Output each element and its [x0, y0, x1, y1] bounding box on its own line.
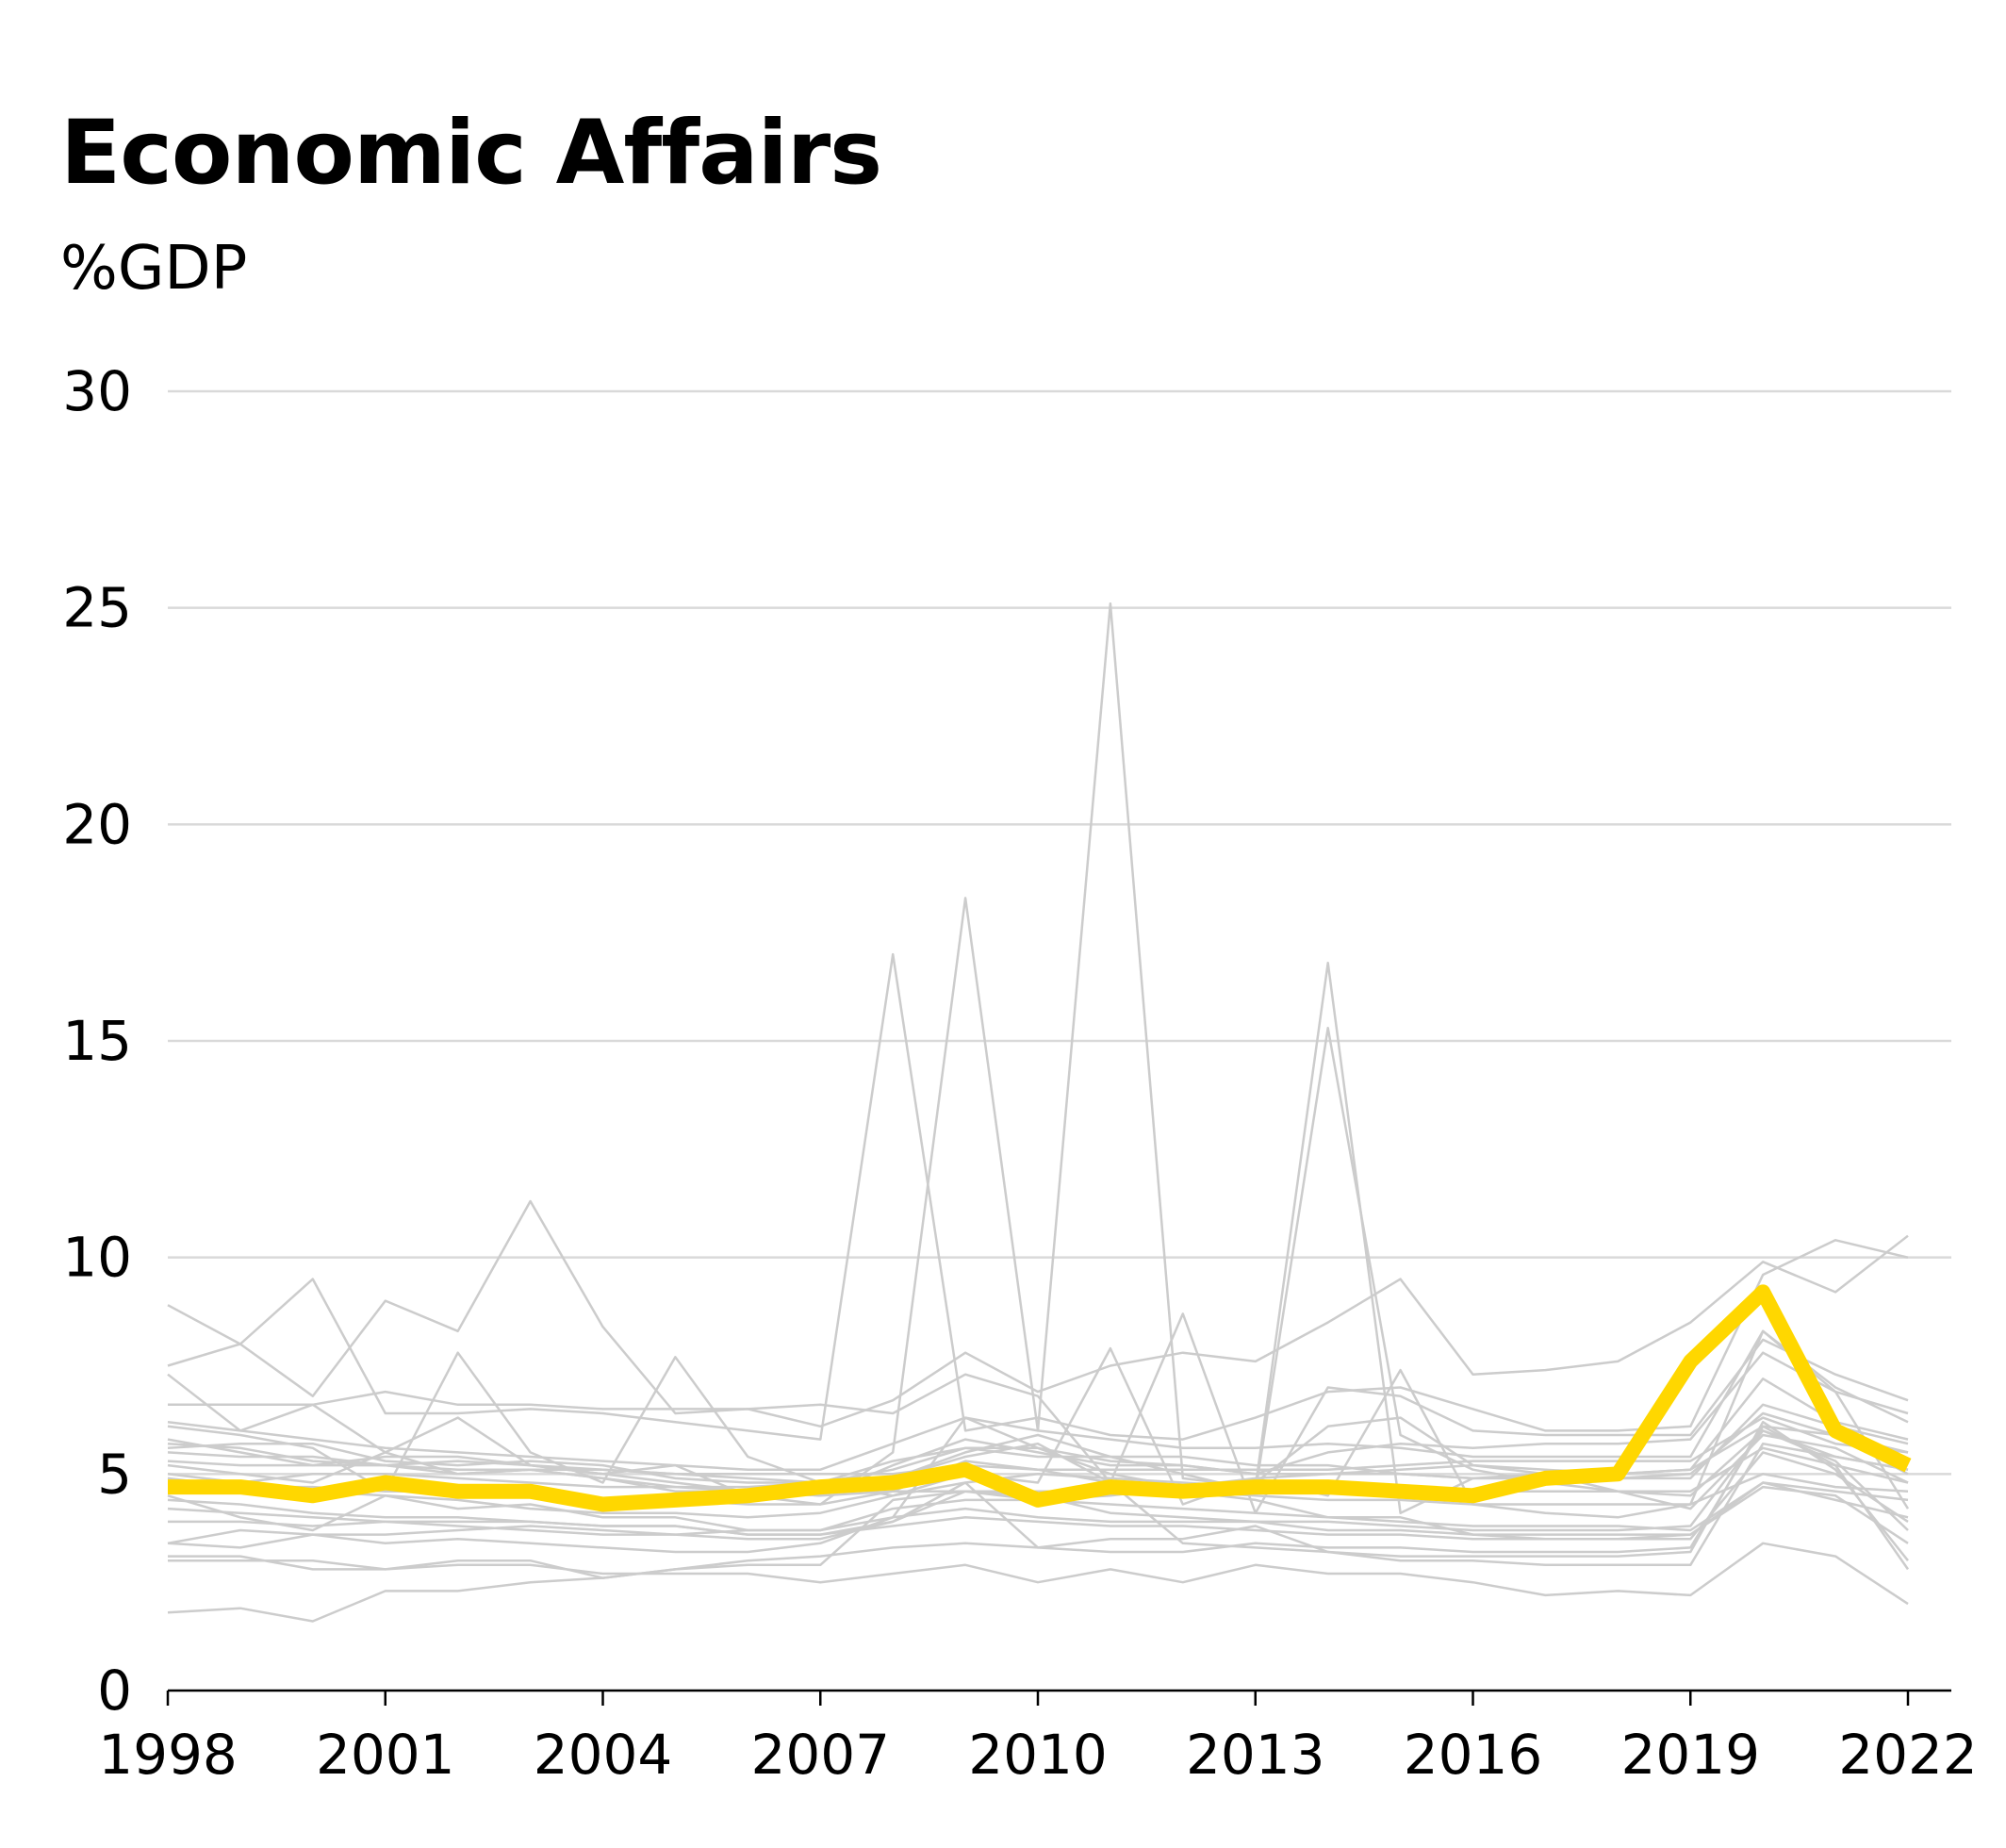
x-tick-label-2010: 2010	[968, 1723, 1108, 1787]
x-tick-label-2007: 2007	[750, 1723, 890, 1787]
y-tick-label-5: 5	[97, 1442, 132, 1506]
series-line-s4	[168, 954, 1908, 1440]
x-tick-label-2019: 2019	[1620, 1723, 1760, 1787]
series-line-s23	[168, 1543, 1908, 1604]
y-axis-tick-labels: 0 5 10 15 20 25 30	[62, 359, 132, 1723]
y-tick-label-25: 25	[62, 576, 132, 640]
y-tick-label-0: 0	[97, 1658, 132, 1723]
x-tick-label-1998: 1998	[98, 1723, 238, 1787]
x-axis	[168, 1691, 1951, 1706]
series-line-s3	[168, 1201, 1908, 1427]
y-tick-label-15: 15	[62, 1009, 132, 1073]
x-tick-label-2001: 2001	[316, 1723, 455, 1787]
x-tick-label-2013: 2013	[1186, 1723, 1325, 1787]
series-line-s1	[168, 603, 1908, 1513]
gridlines	[168, 391, 1951, 1474]
y-tick-label-10: 10	[62, 1226, 132, 1290]
x-tick-label-2016: 2016	[1404, 1723, 1543, 1787]
x-axis-tick-labels: 1998 2001 2004 2007 2010 2013 2016 2019 2022	[98, 1723, 1978, 1787]
x-tick-label-2022: 2022	[1838, 1723, 1978, 1787]
x-tick-label-2004: 2004	[534, 1723, 673, 1787]
y-tick-label-20: 20	[62, 792, 132, 856]
background-series	[168, 603, 1908, 1621]
y-tick-label-30: 30	[62, 359, 132, 423]
